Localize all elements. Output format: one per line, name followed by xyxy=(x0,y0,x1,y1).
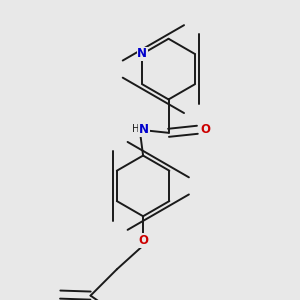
Text: N: N xyxy=(137,47,147,60)
Text: H: H xyxy=(132,124,140,134)
Text: O: O xyxy=(201,123,211,136)
Text: N: N xyxy=(139,123,149,136)
Text: O: O xyxy=(138,234,148,247)
